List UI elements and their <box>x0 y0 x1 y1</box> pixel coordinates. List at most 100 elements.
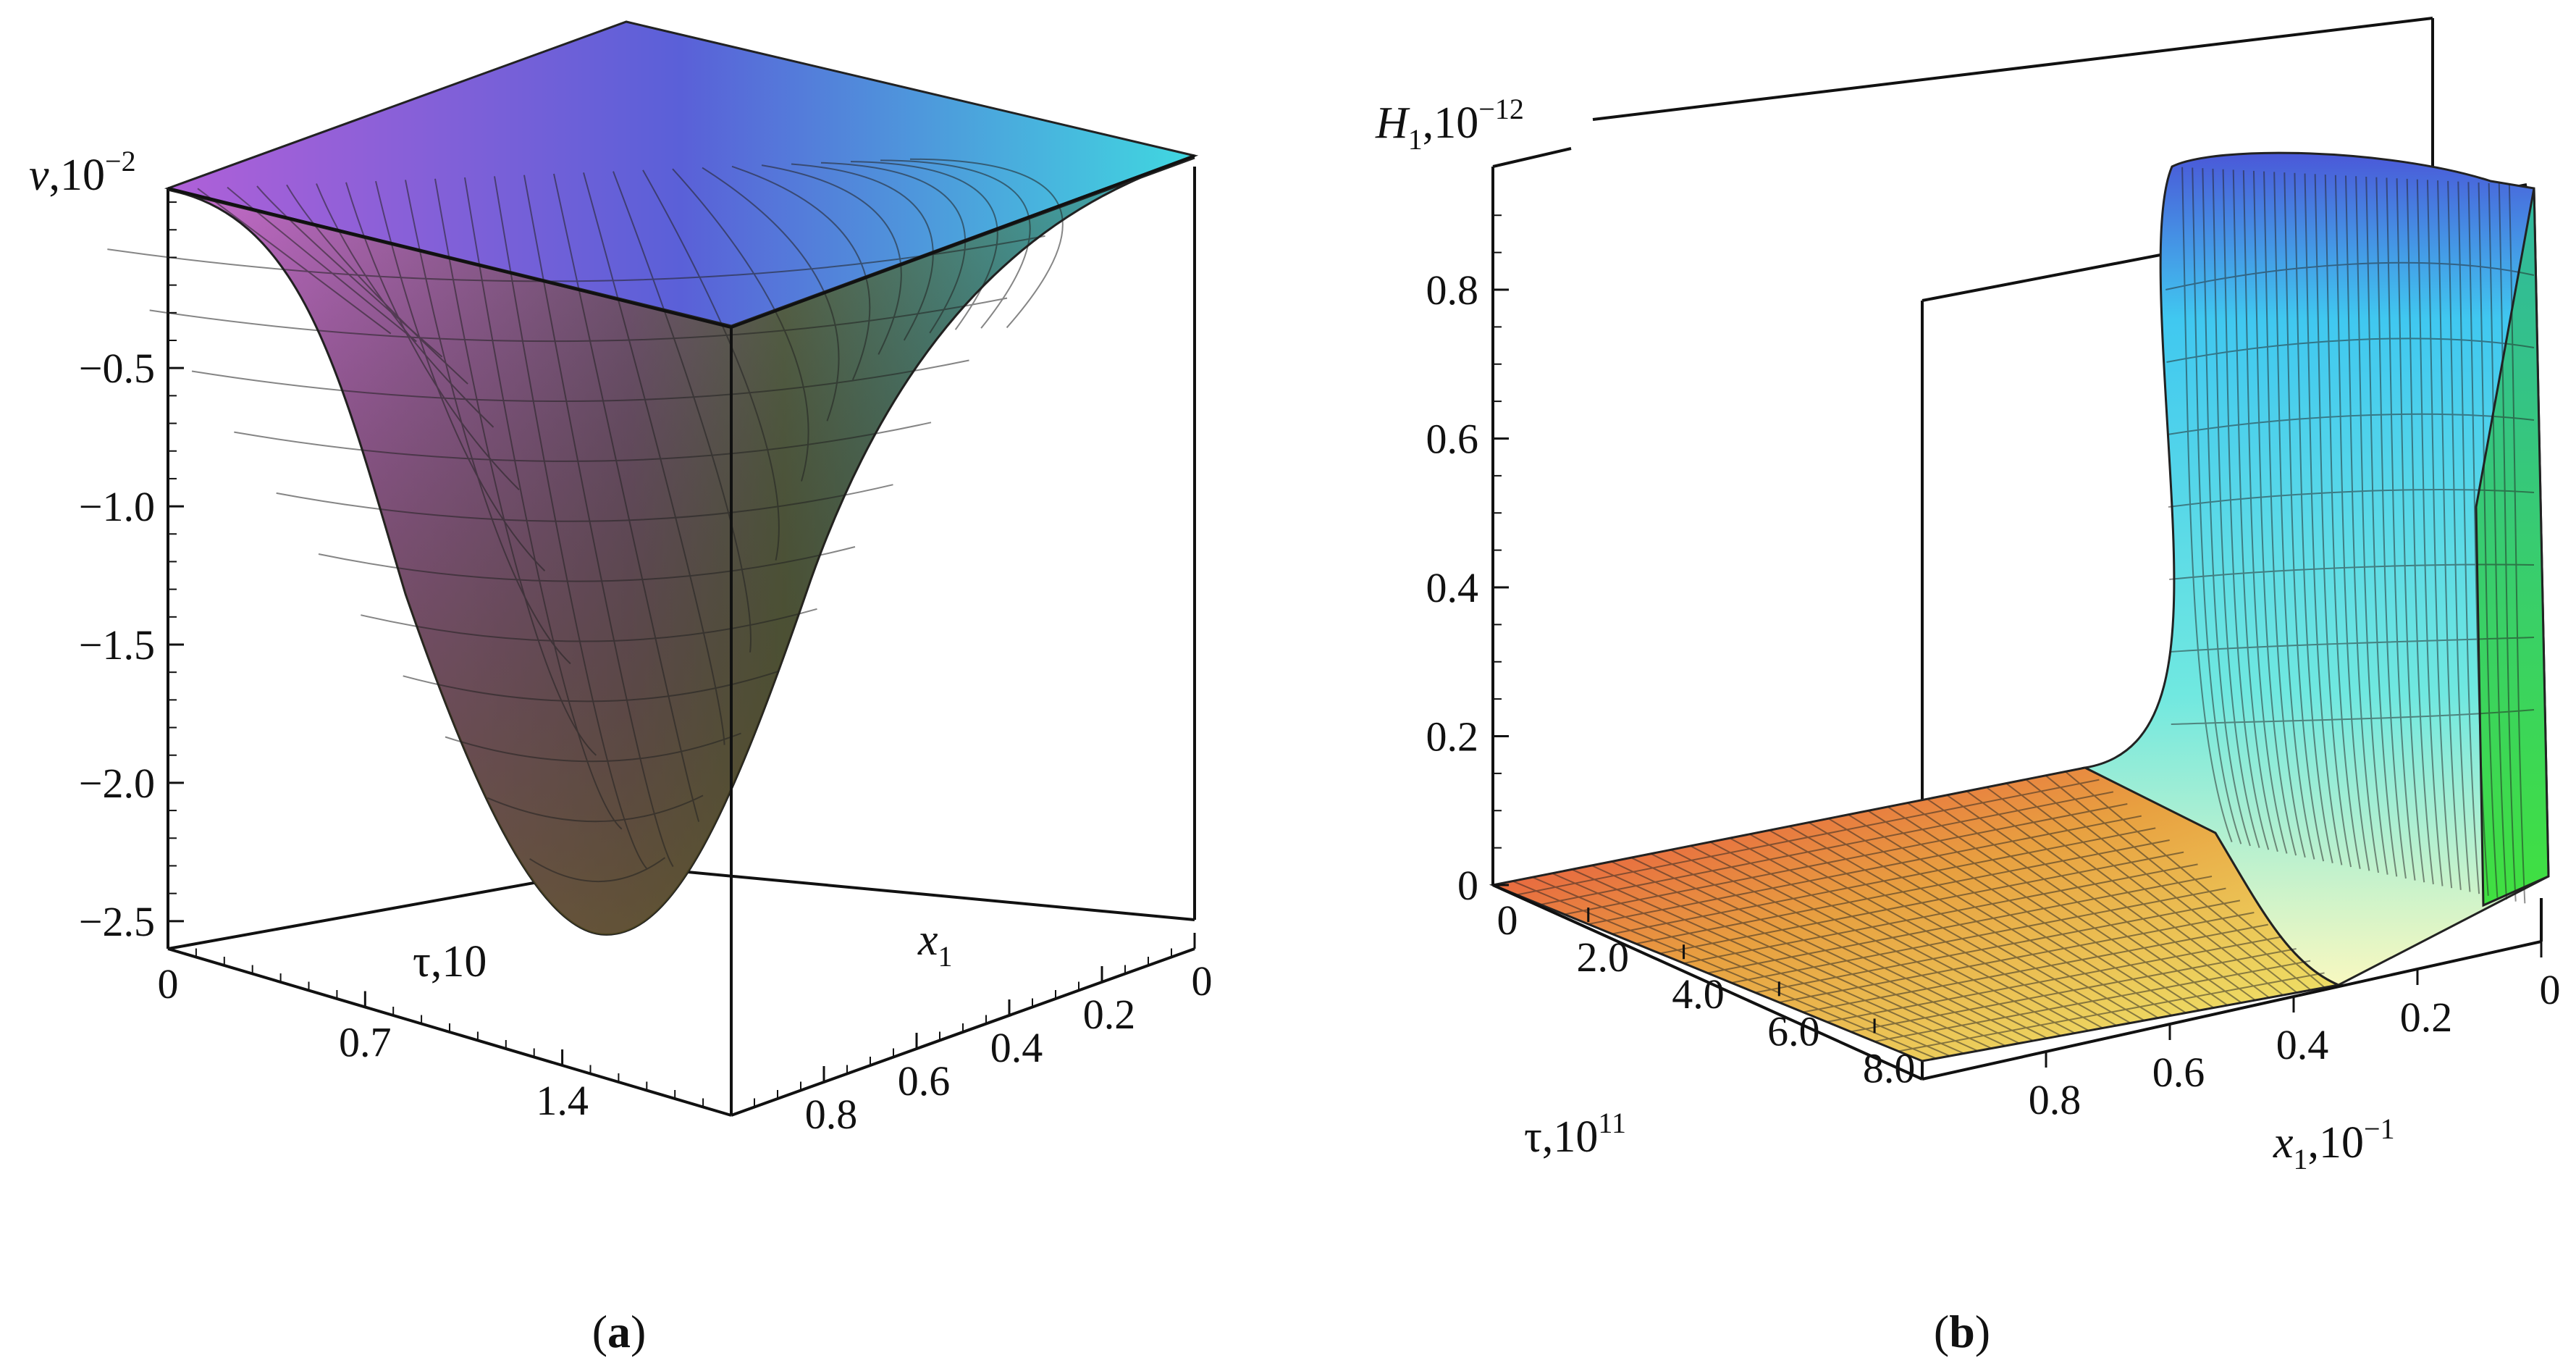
panel-a-y-tick: 0.2 <box>1083 966 1136 1038</box>
panel-a-mesh-contour <box>107 235 1045 282</box>
svg-text:0.8: 0.8 <box>1426 267 1479 314</box>
svg-text:0: 0 <box>158 960 179 1007</box>
panel-a-z-label: v,10−2 <box>29 145 136 200</box>
panel-a-mesh-line <box>613 171 752 653</box>
panel-b-y-tick: 0 <box>2540 942 2561 1013</box>
panel-a-mesh-contour <box>234 422 932 462</box>
panel-a-mesh-line <box>494 176 648 870</box>
panel-b-mesh-wall-line <box>2416 179 2444 886</box>
panel-a-mesh-contour <box>361 608 817 642</box>
panel-b-y-tick: 0.6 <box>2152 1024 2205 1096</box>
panel-b-z-tick: 0.2 <box>1426 713 1509 760</box>
panel-b-x-tick: 4.0 <box>1672 944 1725 1018</box>
panel-b-mesh-wall-contour <box>2168 489 2535 508</box>
panel-a-top-edge-r <box>731 154 1195 329</box>
panel-b-y-tick: 0.2 <box>2400 969 2452 1041</box>
panel-a-mesh-contour <box>191 359 969 403</box>
panel-a-mesh-line <box>761 164 902 355</box>
panel-b-mesh-wall-contour <box>2167 413 2535 435</box>
panel-b-mesh-wall-line <box>2498 183 2517 902</box>
panel-b-mesh-wall-line <box>2263 171 2306 858</box>
panel-a-y-label: x1 <box>917 915 953 973</box>
panel-b: 0 0.2 0.4 0.6 0.8 H1,10−12 0 2.0 4.0 6.0 8.0 τ,1… <box>1375 17 2561 1357</box>
svg-text:−1.5: −1.5 <box>79 621 155 668</box>
panel-b-mesh-wall-line <box>2212 168 2260 848</box>
panel-b-mesh-wall-line <box>2334 175 2370 871</box>
panel-b-mesh-line <box>1516 779 2100 896</box>
panel-b-mesh-line <box>1731 887 2226 984</box>
panel-b-y-ticks: 0 0.2 0.4 0.6 0.8 <box>2029 942 2561 1123</box>
svg-text:0.6: 0.6 <box>2152 1049 2205 1096</box>
panel-b-z-tick: 0 <box>1457 862 1509 909</box>
panel-a-z-tick: −2.0 <box>79 760 184 807</box>
panel-b-mesh-line <box>1636 839 2170 944</box>
panel-b-mesh-wall-line <box>2222 169 2270 850</box>
svg-text:4.0: 4.0 <box>1672 970 1725 1018</box>
svg-text:0: 0 <box>2540 966 2561 1013</box>
svg-text:0.7: 0.7 <box>339 1019 392 1066</box>
panel-b-z-tick: 0.8 <box>1426 267 1509 314</box>
panel-b-mesh-wall-contour <box>2171 709 2535 725</box>
panel-b-mesh-line <box>1850 948 2297 1033</box>
panel-a-mesh-line <box>227 186 417 343</box>
panel-a-mesh-contour <box>529 857 666 882</box>
panel-a-y-tick: 0.8 <box>805 1066 857 1138</box>
svg-text:6.0: 6.0 <box>1767 1007 1820 1055</box>
panel-b-x-tick: 0 <box>1491 871 1518 944</box>
panel-a-mesh-contour <box>403 670 780 703</box>
panel-b-mesh-wall-line <box>2192 167 2242 844</box>
svg-text:0.2: 0.2 <box>1426 713 1479 760</box>
panel-b-mesh-wall-line <box>2242 170 2288 854</box>
panel-b-caption: (b) <box>1934 1306 1990 1357</box>
panel-b-mesh-line <box>1683 863 2198 964</box>
panel-b-x-ticks: 0 2.0 4.0 6.0 8.0 <box>1491 871 1915 1091</box>
panel-a-mesh-line <box>731 165 871 380</box>
panel-b-mesh-wall-line <box>2478 183 2499 898</box>
panel-a-y-tick: 0.6 <box>898 1033 951 1104</box>
svg-text:0.6: 0.6 <box>898 1057 951 1104</box>
panel-a-mesh-line <box>197 188 392 335</box>
panel-a-mesh-contour <box>318 546 856 582</box>
panel-b-mesh-wall-line <box>2355 176 2388 875</box>
svg-text:0.2: 0.2 <box>1083 991 1136 1038</box>
svg-text:0.6: 0.6 <box>1426 416 1479 463</box>
panel-b-mesh-wall-line <box>2284 172 2325 862</box>
panel-b-mesh-wall-line <box>2273 172 2315 860</box>
panel-b-mesh-wall-line <box>2181 167 2233 842</box>
svg-text:0.4: 0.4 <box>2276 1021 2329 1068</box>
panel-a-z-tick: −2.5 <box>79 898 184 945</box>
panel-a-mesh-line <box>880 159 1031 329</box>
panel-b-mesh-wall-line <box>2252 170 2297 856</box>
panel-b-mesh-wall-line <box>2304 173 2343 865</box>
panel-a-mesh-line <box>286 184 468 385</box>
panel-b-mesh-wall-line <box>2375 177 2407 879</box>
panel-b-mesh-wall-line <box>2488 183 2508 900</box>
panel-b-mesh-wall-line <box>2467 182 2489 896</box>
svg-text:0.4: 0.4 <box>1426 564 1479 611</box>
panel-b-mesh-wall-line <box>2396 178 2425 883</box>
panel-a-x-tick: 0.7 <box>339 991 392 1066</box>
panel-a-y-ticks: 0 0.2 0.4 0.6 0.8 <box>754 933 1213 1138</box>
panel-b-mesh-line <box>1588 815 2142 925</box>
panel-a-y-tick: 0.4 <box>990 999 1043 1071</box>
panel-a-mesh-contour <box>276 484 893 522</box>
svg-text:0: 0 <box>1457 862 1478 909</box>
panel-a: −0.5 −1.0 −1.5 −2.0 −2.5 v,10−2 0 0.7 1.4 τ,10… <box>29 20 1213 1357</box>
panel-b-mesh-wall-line <box>2345 175 2379 873</box>
panel-a-mesh-line <box>553 173 700 822</box>
panel-b-z-label: H1,10−12 <box>1375 93 1524 156</box>
panel-b-y-tick: 0.4 <box>2276 997 2329 1068</box>
panel-a-mesh-line <box>316 183 494 428</box>
panel-b-mesh-wall-line <box>2447 180 2471 892</box>
panel-b-mesh-wall-line <box>2457 181 2480 894</box>
panel-b-y-tick: 0.8 <box>2029 1052 2082 1123</box>
svg-text:−0.5: −0.5 <box>79 345 155 392</box>
svg-text:1.4: 1.4 <box>536 1077 589 1124</box>
panel-b-mesh-wall-line <box>2406 178 2434 884</box>
svg-text:0.4: 0.4 <box>990 1024 1043 1071</box>
panel-b-x-tick: 6.0 <box>1767 981 1820 1055</box>
panel-b-mesh-line <box>1779 912 2255 1003</box>
svg-text:0.8: 0.8 <box>2029 1076 2082 1123</box>
panel-a-top-edge <box>167 187 732 329</box>
